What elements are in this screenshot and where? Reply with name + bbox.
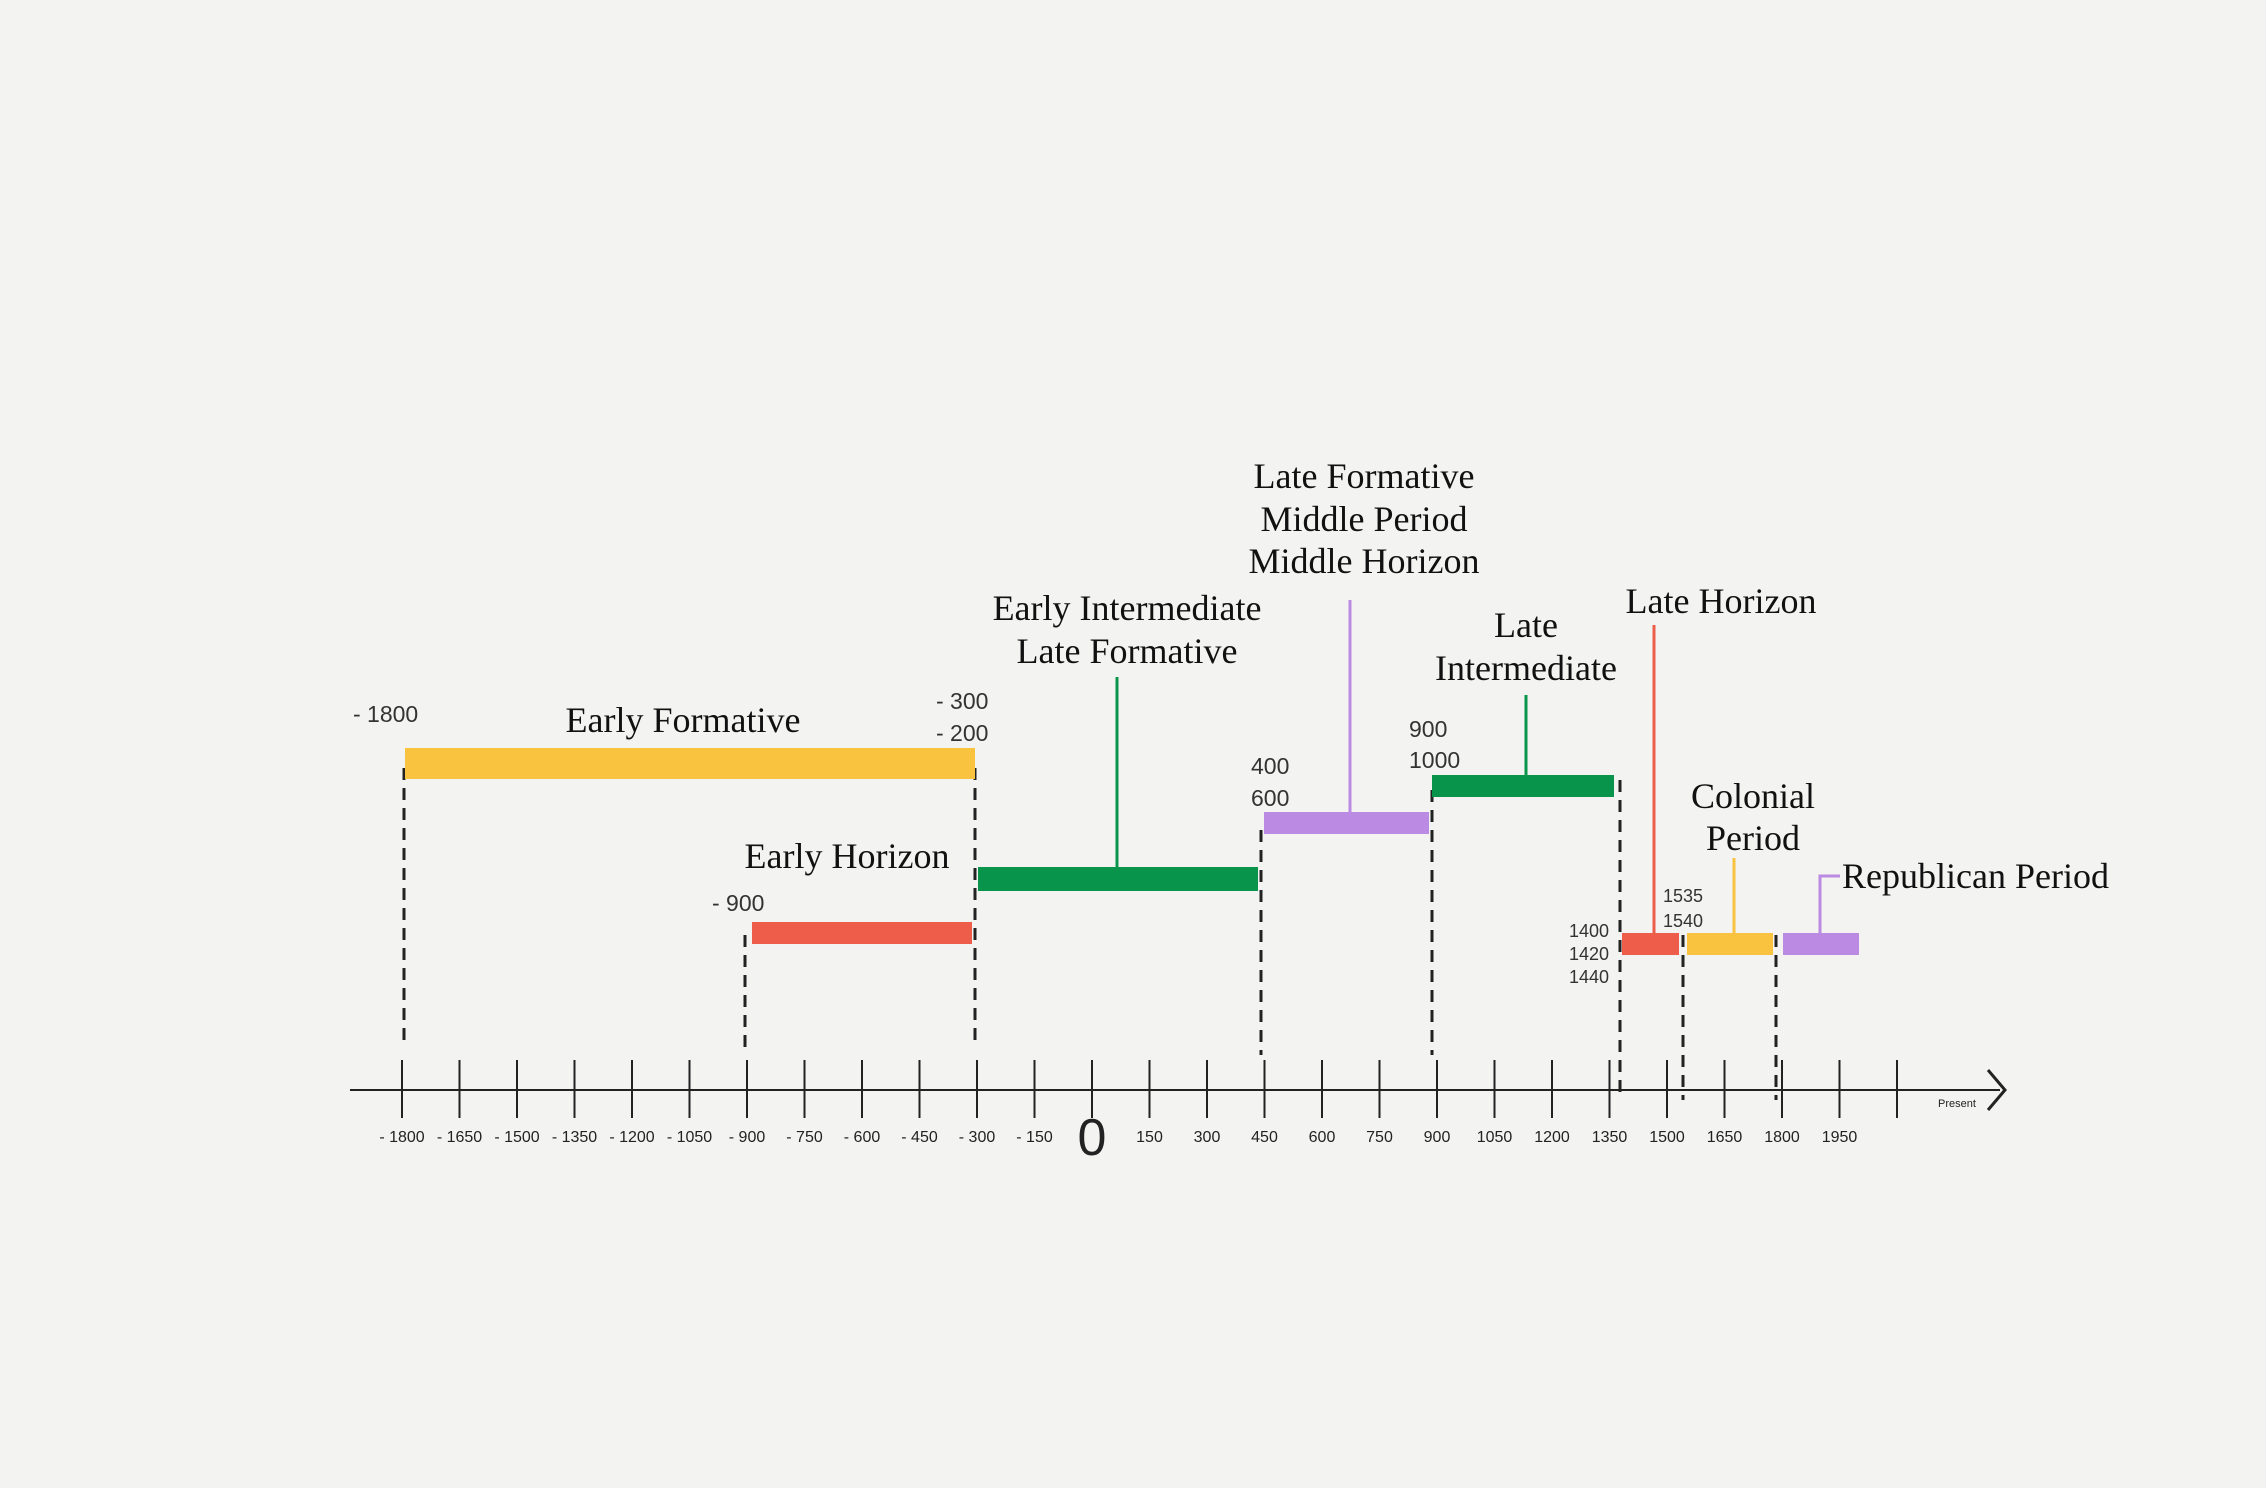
axis-tick-label: - 1500 xyxy=(494,1129,539,1146)
label-middle-horizon-line3: Middle Horizon xyxy=(1249,541,1480,581)
period-bars xyxy=(405,748,1859,955)
date-early-formative-start: - 1800 xyxy=(353,701,418,727)
axis-tick-label: - 150 xyxy=(1016,1129,1053,1146)
date-late-intermediate-start-1: 900 xyxy=(1409,716,1447,742)
axis-tick-label: - 1650 xyxy=(437,1129,482,1146)
date-late-horizon-2: 1420 xyxy=(1569,944,1609,964)
label-middle-horizon-line2: Middle Period xyxy=(1261,499,1468,539)
axis-tick-label: - 1200 xyxy=(609,1129,654,1146)
bar-colonial-period xyxy=(1687,933,1773,955)
present-label: Present xyxy=(1938,1098,1976,1110)
date-late-intermediate-start-2: 1000 xyxy=(1409,747,1460,773)
date-labels: - 1800 - 300 - 200 - 900 400 600 900 100… xyxy=(353,688,1703,987)
bar-late-intermediate xyxy=(1432,775,1614,797)
axis-tick-label: 450 xyxy=(1251,1129,1278,1146)
axis-arrow-icon xyxy=(1986,1069,2007,1111)
axis-tick-label: 150 xyxy=(1136,1129,1163,1146)
axis-tick-label: 750 xyxy=(1366,1129,1393,1146)
label-late-intermediate-line2: Intermediate xyxy=(1435,648,1617,688)
bar-early-formative xyxy=(405,748,975,779)
axis-tick-label: 1050 xyxy=(1477,1129,1513,1146)
label-early-formative: Early Formative xyxy=(566,700,801,740)
axis-tick-label: 1500 xyxy=(1649,1129,1685,1146)
axis-tick-label: 1950 xyxy=(1822,1129,1858,1146)
axis-tick-label: 1650 xyxy=(1707,1129,1743,1146)
axis-tick-label: 900 xyxy=(1424,1129,1451,1146)
axis-tick-label: - 750 xyxy=(786,1129,823,1146)
label-leaders xyxy=(1115,600,1840,933)
date-early-formative-end-2: - 200 xyxy=(936,720,988,746)
label-middle-horizon-line1: Late Formative xyxy=(1254,456,1475,496)
label-late-intermediate-line1: Late xyxy=(1494,605,1558,645)
axis-tick-label: - 300 xyxy=(959,1129,996,1146)
bar-middle-horizon xyxy=(1264,812,1429,834)
date-early-horizon-start: - 900 xyxy=(712,890,764,916)
axis-tick-label: 1200 xyxy=(1534,1129,1570,1146)
leader-republican-period xyxy=(1818,874,1840,933)
label-early-intermediate-line1: Early Intermediate xyxy=(993,588,1262,628)
axis-tick-label: 0 xyxy=(1078,1109,1107,1167)
axis-tick-label: 600 xyxy=(1309,1129,1336,1146)
date-late-horizon-3: 1440 xyxy=(1569,967,1609,987)
axis-tick-label: - 1050 xyxy=(667,1129,712,1146)
date-colonial-2: 1540 xyxy=(1663,911,1703,931)
label-colonial-period-line2: Period xyxy=(1706,818,1800,858)
timeline-axis: - 1800- 1650- 1500- 1350- 1200- 1050- 90… xyxy=(350,1060,2007,1167)
axis-ticks xyxy=(401,1060,1898,1118)
date-middle-horizon-start-2: 600 xyxy=(1251,785,1289,811)
axis-tick-label: - 900 xyxy=(729,1129,766,1146)
period-labels: Early Formative Early Horizon Early Inte… xyxy=(566,456,2109,896)
bar-early-intermediate xyxy=(978,867,1258,891)
period-boundaries xyxy=(402,768,1778,1100)
bar-republican-period xyxy=(1783,933,1859,955)
label-colonial-period-line1: Colonial xyxy=(1691,776,1815,816)
bar-early-horizon xyxy=(752,922,972,944)
date-early-formative-end-1: - 300 xyxy=(936,688,988,714)
bar-late-horizon xyxy=(1622,933,1679,955)
label-republican-period: Republican Period xyxy=(1842,856,2109,896)
label-early-horizon: Early Horizon xyxy=(745,836,950,876)
axis-tick-labels: - 1800- 1650- 1500- 1350- 1200- 1050- 90… xyxy=(379,1109,1857,1167)
axis-tick-label: 1350 xyxy=(1592,1129,1628,1146)
axis-tick-label: - 600 xyxy=(844,1129,881,1146)
axis-tick-label: - 1350 xyxy=(552,1129,597,1146)
date-late-horizon-1: 1400 xyxy=(1569,921,1609,941)
axis-tick-label: - 1800 xyxy=(379,1129,424,1146)
axis-tick-label: 300 xyxy=(1194,1129,1221,1146)
axis-tick-label: 1800 xyxy=(1764,1129,1800,1146)
date-colonial-1: 1535 xyxy=(1663,886,1703,906)
date-middle-horizon-start-1: 400 xyxy=(1251,753,1289,779)
label-late-horizon: Late Horizon xyxy=(1626,581,1817,621)
axis-tick-label: - 450 xyxy=(901,1129,938,1146)
label-early-intermediate-line2: Late Formative xyxy=(1017,631,1238,671)
